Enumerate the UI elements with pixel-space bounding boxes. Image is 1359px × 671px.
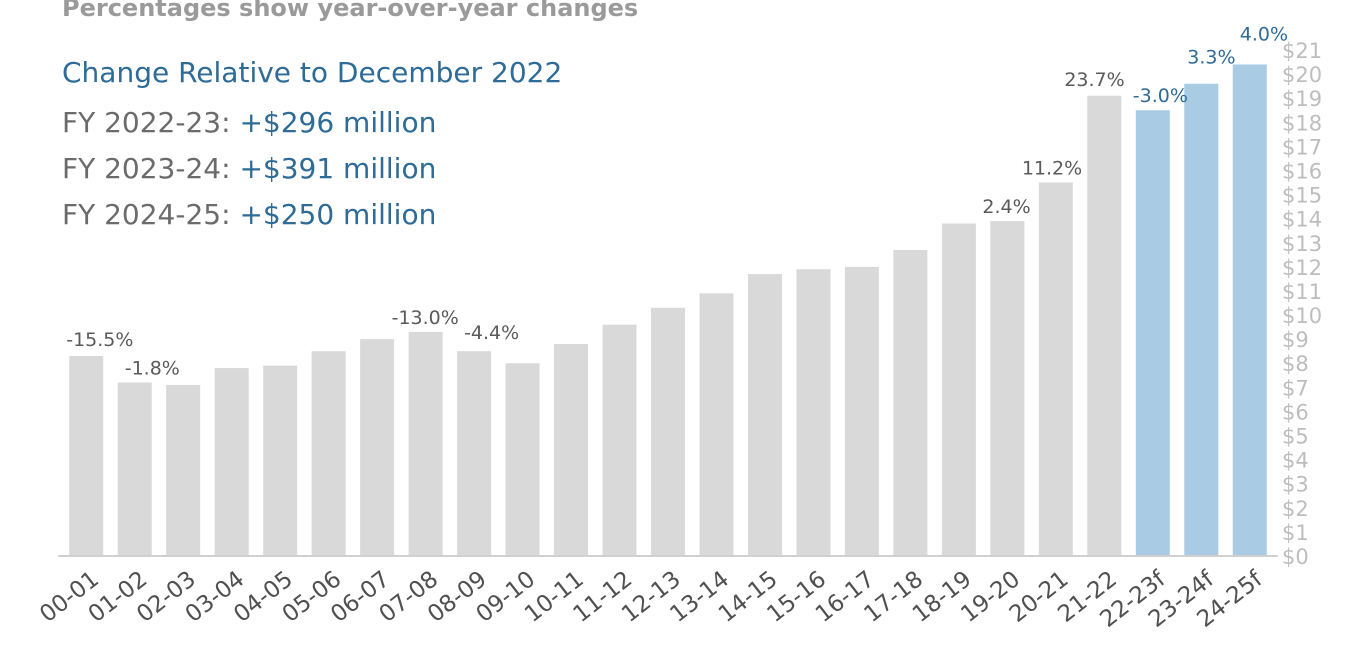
bar-24-25f — [1232, 64, 1267, 556]
y-tick-label: $16 — [1282, 159, 1322, 183]
y-tick-label: $5 — [1282, 425, 1309, 449]
change-annotation: Change Relative to December 2022 FY 2022… — [62, 56, 562, 238]
bar-03-04 — [214, 368, 249, 556]
bar-21-22 — [1087, 95, 1122, 557]
y-tick-label: $17 — [1282, 135, 1322, 159]
y-tick-label: $9 — [1282, 328, 1309, 352]
y-tick-label: $13 — [1282, 232, 1322, 256]
y-tick-label: $2 — [1282, 497, 1309, 521]
annotation-label: FY 2023-24: — [62, 152, 240, 185]
bars-group — [69, 64, 1267, 557]
bar-05-06 — [311, 351, 346, 556]
bar-06-07 — [360, 339, 395, 556]
y-tick-label: $4 — [1282, 449, 1309, 473]
y-tick-label: $20 — [1282, 63, 1322, 87]
bar-08-09 — [457, 351, 492, 556]
annotation-line-fy2022-23: FY 2022-23: +$296 million — [62, 100, 562, 146]
y-tick-label: $14 — [1282, 208, 1322, 232]
y-axis-ticks: $0$1$2$3$4$5$6$7$8$9$10$11$12$13$14$15$1… — [1282, 39, 1322, 569]
bar-14-15 — [747, 274, 782, 556]
annotation-label: FY 2024-25: — [62, 198, 240, 231]
y-tick-label: $18 — [1282, 111, 1322, 135]
y-tick-label: $6 — [1282, 400, 1309, 424]
x-axis-ticks: 00-0101-0202-0303-0404-0505-0606-0707-08… — [35, 566, 1268, 633]
annotation-line-fy2024-25: FY 2024-25: +$250 million — [62, 192, 562, 238]
y-tick-label: $0 — [1282, 545, 1309, 569]
bar-04-05 — [263, 365, 298, 556]
y-tick-label: $21 — [1282, 39, 1322, 63]
data-label-24-25f: 4.0% — [1240, 23, 1288, 45]
bar-11-12 — [602, 324, 637, 556]
annotation-line-fy2023-24: FY 2023-24: +$391 million — [62, 146, 562, 192]
data-label-00-01: -15.5% — [66, 329, 133, 351]
data-label-20-21: 11.2% — [1022, 158, 1082, 180]
y-tick-label: $19 — [1282, 87, 1322, 111]
y-tick-label: $15 — [1282, 184, 1322, 208]
y-tick-label: $7 — [1282, 376, 1309, 400]
y-tick-label: $11 — [1282, 280, 1322, 304]
bar-13-14 — [699, 293, 734, 556]
annotation-heading: Change Relative to December 2022 — [62, 56, 563, 89]
bar-20-21 — [1038, 182, 1073, 556]
bar-00-01 — [69, 356, 104, 556]
data-label-23-24f: 3.3% — [1187, 47, 1235, 69]
y-tick-label: $3 — [1282, 473, 1309, 497]
annotation-value: +$391 million — [239, 152, 437, 185]
y-tick-label: $10 — [1282, 304, 1322, 328]
data-label-08-09: -4.4% — [464, 322, 519, 344]
annotation-label: FY 2022-23: — [62, 106, 240, 139]
bar-19-20 — [990, 221, 1025, 557]
annotation-value: +$250 million — [239, 198, 437, 231]
bar-16-17 — [844, 266, 879, 556]
bar-10-11 — [554, 343, 589, 556]
data-labels-group: -15.5% -1.8% -13.0%-4.4% 2.4% 11.2% 23.7% -3.0… — [66, 23, 1288, 379]
annotation-value: +$296 million — [239, 106, 437, 139]
bar-15-16 — [796, 269, 831, 556]
bar-23-24f — [1184, 83, 1219, 556]
data-label-19-20: 2.4% — [982, 196, 1030, 218]
y-tick-label: $1 — [1282, 521, 1309, 545]
y-tick-label: $12 — [1282, 256, 1322, 280]
bar-02-03 — [166, 384, 201, 556]
bar-17-18 — [893, 249, 928, 556]
data-label-07-08: -13.0% — [392, 307, 459, 329]
bar-18-19 — [941, 223, 976, 556]
data-label-21-22: 23.7% — [1064, 69, 1124, 91]
bar-12-13 — [651, 307, 685, 556]
chart-subtitle: Percentages show year-over-year changes — [62, 0, 639, 22]
bar-07-08 — [408, 331, 443, 556]
bar-22-23f — [1135, 110, 1170, 556]
bar-09-10 — [505, 363, 540, 556]
bar-01-02 — [117, 382, 152, 556]
data-label-01-02: -1.8% — [125, 358, 180, 380]
y-tick-label: $8 — [1282, 352, 1309, 376]
data-label-22-23f: -3.0% — [1133, 85, 1188, 107]
